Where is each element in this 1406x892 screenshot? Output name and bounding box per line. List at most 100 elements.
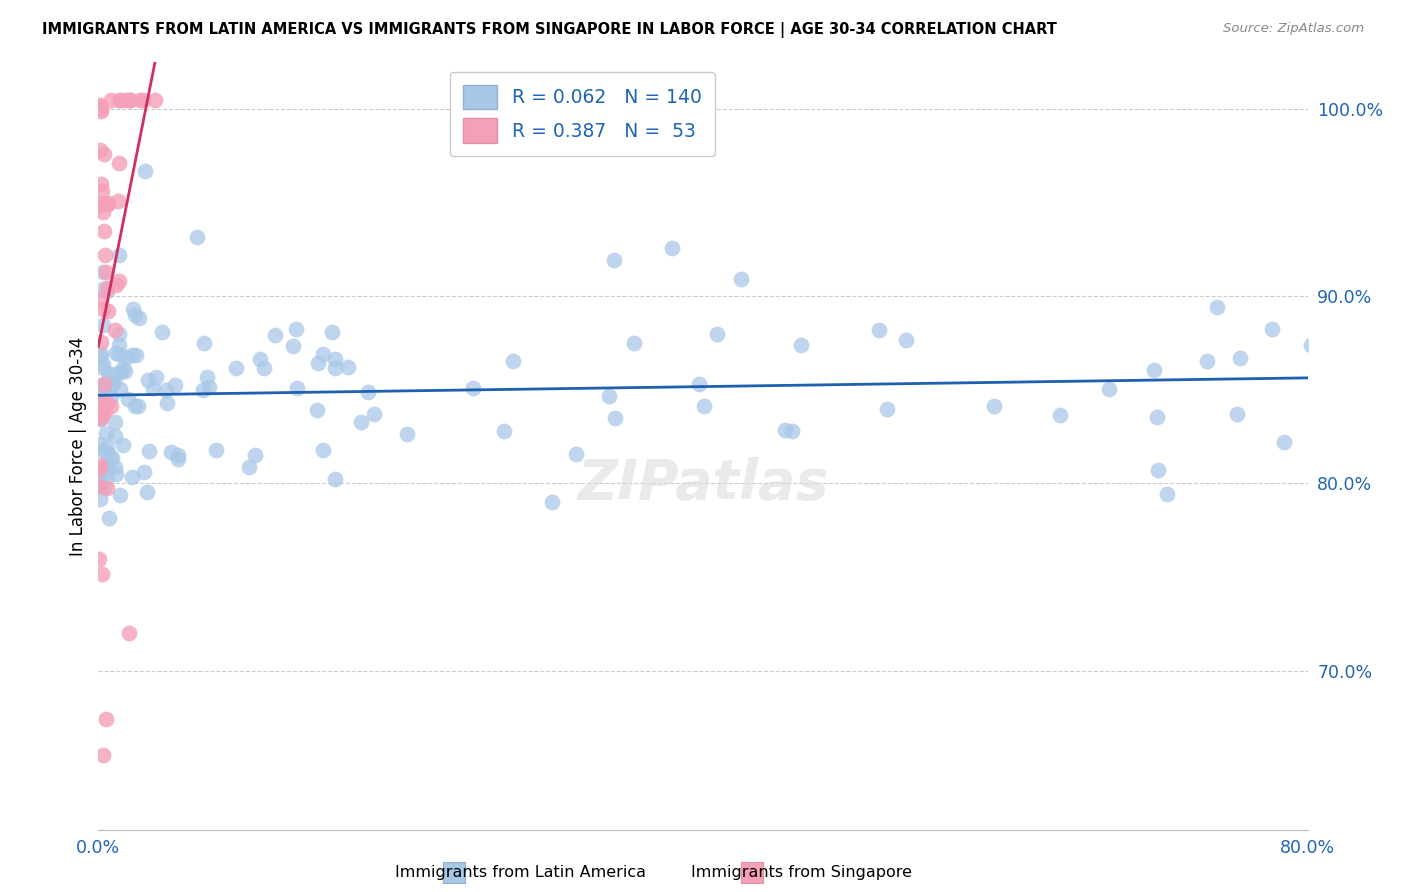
Point xyxy=(249,352,271,367)
Point xyxy=(127,400,149,414)
Point xyxy=(96,459,118,474)
Point xyxy=(90,406,112,420)
Point xyxy=(321,325,343,339)
Point xyxy=(1098,382,1121,396)
Point xyxy=(1147,463,1170,477)
Point xyxy=(323,472,346,486)
Point xyxy=(90,293,112,307)
Point xyxy=(91,360,114,375)
Point xyxy=(1261,322,1284,336)
Point xyxy=(125,348,148,362)
Point xyxy=(115,350,138,364)
Point xyxy=(868,323,890,337)
Point xyxy=(135,485,157,500)
Point xyxy=(100,377,122,392)
Point xyxy=(91,747,114,762)
Point xyxy=(104,367,127,381)
Point xyxy=(118,626,141,640)
Point xyxy=(894,333,917,347)
Point xyxy=(104,429,127,443)
Point xyxy=(492,424,515,438)
Text: ZIPatlas: ZIPatlas xyxy=(578,458,828,511)
Point xyxy=(96,481,118,495)
Point xyxy=(90,335,112,350)
Point xyxy=(91,205,114,219)
Point xyxy=(186,230,208,244)
Point xyxy=(87,479,110,493)
Point xyxy=(323,361,346,376)
Point xyxy=(1143,362,1166,376)
Point xyxy=(876,402,898,417)
Point xyxy=(90,395,112,409)
Point xyxy=(89,98,111,112)
Point xyxy=(93,480,115,494)
Point xyxy=(100,390,122,404)
Point xyxy=(97,376,120,390)
Point xyxy=(96,441,118,455)
Point xyxy=(94,404,117,418)
Point xyxy=(89,398,111,412)
Point xyxy=(93,376,115,391)
Point xyxy=(730,272,752,286)
Point xyxy=(191,383,214,397)
Point xyxy=(117,392,139,406)
Point xyxy=(89,347,111,361)
Point xyxy=(396,427,419,442)
Point xyxy=(89,143,111,157)
Point xyxy=(603,410,626,425)
Point xyxy=(104,459,127,474)
Point xyxy=(89,551,111,566)
Point xyxy=(688,376,710,391)
Point xyxy=(193,335,215,350)
Point xyxy=(96,284,118,298)
Point xyxy=(90,184,112,198)
Point xyxy=(90,410,112,425)
Point xyxy=(89,411,111,425)
Point xyxy=(166,452,188,467)
Point xyxy=(89,395,111,409)
Point xyxy=(540,495,562,509)
Point xyxy=(197,380,219,394)
Point xyxy=(91,567,114,582)
Point xyxy=(111,361,134,376)
Point xyxy=(96,281,118,295)
Point xyxy=(131,93,153,107)
Point xyxy=(661,241,683,255)
Point xyxy=(143,93,166,107)
Point xyxy=(108,248,131,262)
Point xyxy=(780,424,803,438)
Point xyxy=(93,146,115,161)
Point xyxy=(96,425,118,440)
Point xyxy=(104,415,127,429)
Text: Source: ZipAtlas.com: Source: ZipAtlas.com xyxy=(1223,22,1364,36)
Point xyxy=(1226,407,1249,421)
Point xyxy=(108,488,131,502)
Point xyxy=(90,177,112,191)
Point xyxy=(90,381,112,395)
Point xyxy=(263,328,285,343)
Point xyxy=(94,378,117,392)
Point xyxy=(312,347,335,361)
Point xyxy=(336,360,359,375)
Point xyxy=(983,399,1005,413)
Point xyxy=(132,465,155,479)
Point xyxy=(350,416,373,430)
Point xyxy=(107,347,129,361)
Point xyxy=(163,378,186,392)
Point xyxy=(96,455,118,469)
Point xyxy=(205,443,228,458)
Legend: R = 0.062   N = 140, R = 0.387   N =  53: R = 0.062 N = 140, R = 0.387 N = 53 xyxy=(450,72,714,155)
Point xyxy=(97,368,120,382)
Point xyxy=(323,351,346,366)
Point xyxy=(253,360,276,375)
Point xyxy=(121,348,143,362)
Point xyxy=(90,102,112,116)
Point xyxy=(89,492,111,507)
Point xyxy=(91,265,114,279)
Point xyxy=(461,381,484,395)
Point xyxy=(1206,300,1229,314)
Point xyxy=(623,335,645,350)
Point xyxy=(150,325,173,339)
Point xyxy=(108,382,131,396)
Point xyxy=(103,375,125,389)
